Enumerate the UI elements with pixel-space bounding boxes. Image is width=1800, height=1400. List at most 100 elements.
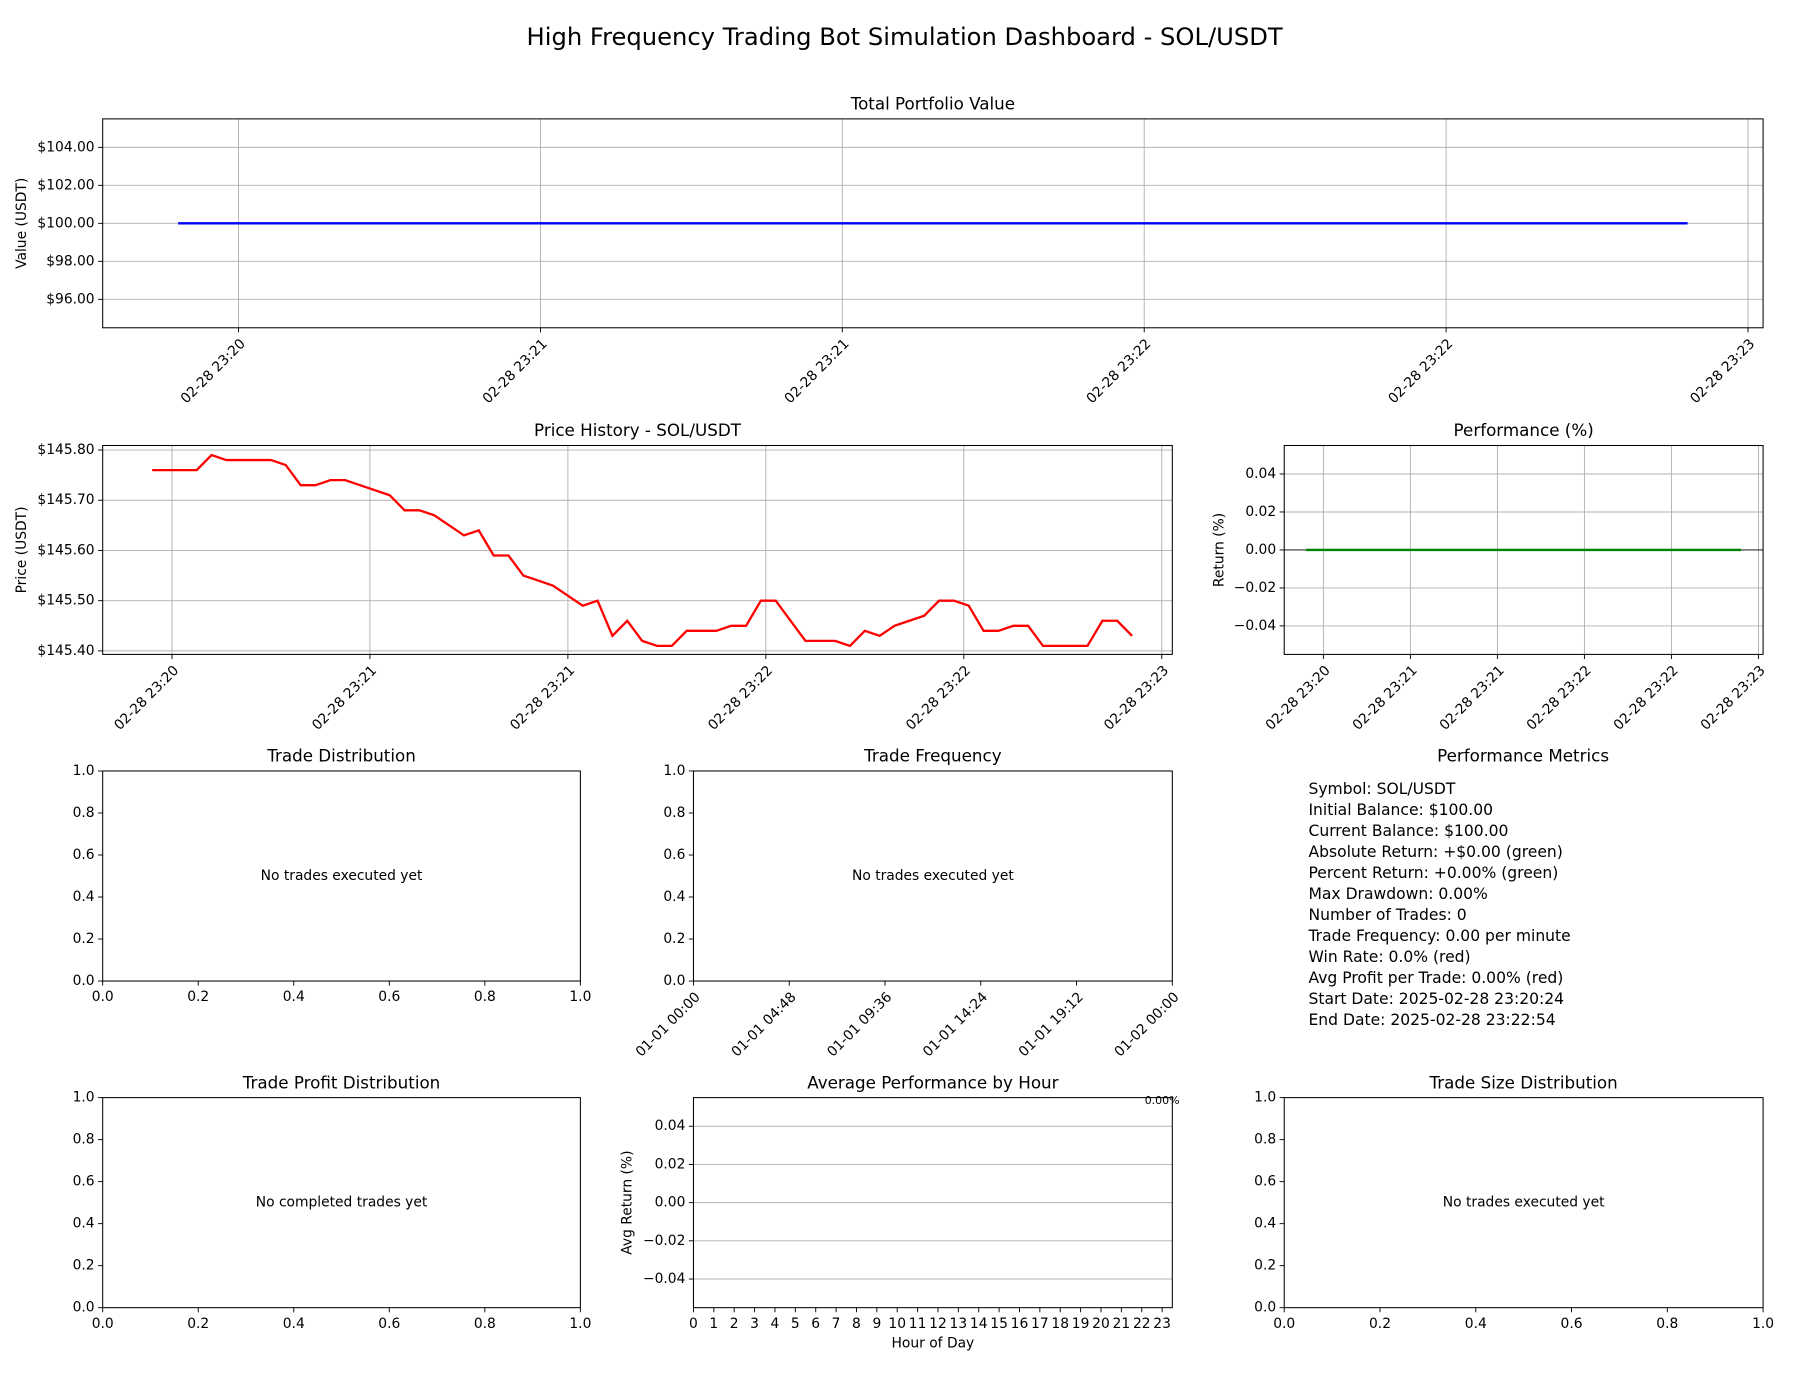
x-tick-label: 12 (929, 1316, 947, 1332)
y-tick-label: $98.00 (46, 253, 94, 269)
y-tick-label: 0.0 (1254, 1300, 1276, 1316)
y-tick-label: 0.6 (1254, 1174, 1276, 1190)
y-axis-label: Return (%) (1212, 513, 1228, 587)
chart-title: Performance (%) (1454, 420, 1594, 440)
plot-area (102, 445, 1173, 655)
x-tick-label: 0.8 (474, 1316, 496, 1332)
axes-frame (1283, 444, 1764, 655)
y-tick-label: 0.8 (663, 805, 685, 821)
y-tick-label: $145.50 (37, 593, 94, 609)
x-axis-label: Hour of Day (892, 1335, 975, 1351)
y-tick-label: 0.02 (655, 1156, 686, 1172)
annotation: No trades executed yet (1443, 1195, 1605, 1211)
metric-line: Avg Profit per Trade: 0.00% (red) (1308, 969, 1563, 987)
x-tick-label: 1.0 (569, 989, 591, 1005)
metric-line: Max Drawdown: 0.00% (1308, 885, 1487, 903)
y-tick-label: 0.8 (73, 1132, 95, 1148)
y-tick-label: 0.04 (1245, 466, 1276, 482)
x-tick-label: 11 (909, 1316, 927, 1332)
x-tick-label: 10 (888, 1316, 906, 1332)
metric-line: Symbol: SOL/USDT (1308, 780, 1455, 798)
y-tick-label: $96.00 (46, 291, 94, 307)
y-tick-label: −0.02 (643, 1233, 685, 1249)
y-tick-label: $100.00 (37, 215, 94, 231)
x-tick-label: 14 (970, 1316, 988, 1332)
x-tick-label: 5 (791, 1316, 800, 1332)
x-tick-label: 0.2 (187, 1316, 209, 1332)
x-tick-label: 8 (852, 1316, 861, 1332)
x-tick-label: 0.6 (378, 1316, 400, 1332)
value-label: 0.00% (1145, 1094, 1180, 1107)
x-tick-label: 1 (709, 1316, 718, 1332)
metric-line: Number of Trades: 0 (1308, 906, 1466, 924)
annotation: No trades executed yet (852, 868, 1014, 884)
y-tick-label: 0.00 (655, 1195, 686, 1211)
x-tick-label: 1.0 (1752, 1316, 1774, 1332)
x-tick-label: 21 (1113, 1316, 1131, 1332)
axes-frame (102, 118, 1764, 329)
data-line (152, 453, 1133, 648)
y-tick-label: 0.2 (73, 1258, 95, 1274)
metric-line: Percent Return: +0.00% (green) (1308, 864, 1558, 882)
metric-line: Trade Frequency: 0.00 per minute (1307, 927, 1570, 945)
x-tick-label: 0.6 (378, 989, 400, 1005)
y-tick-label: 0.8 (73, 805, 95, 821)
y-tick-label: 0.4 (73, 1216, 95, 1232)
x-tick-label: 7 (832, 1316, 841, 1332)
x-tick-label: 0.0 (92, 989, 114, 1005)
annotation: No trades executed yet (261, 868, 423, 884)
y-tick-label: 0.2 (73, 931, 95, 947)
y-axis-label: Value (USDT) (14, 178, 30, 269)
x-tick-label: 9 (872, 1316, 881, 1332)
axes-frame (692, 770, 1173, 982)
chart-title: Trade Size Distribution (1429, 1072, 1618, 1092)
dashboard-title: High Frequency Trading Bot Simulation Da… (527, 23, 1283, 51)
y-tick-label: 0.00 (1245, 542, 1276, 558)
y-tick-label: $145.70 (37, 492, 94, 508)
y-axis-label: Avg Return (%) (620, 1151, 636, 1255)
y-tick-label: $145.40 (37, 643, 94, 659)
y-tick-label: $145.60 (37, 542, 94, 558)
y-tick-label: 1.0 (663, 763, 685, 779)
metric-line: Initial Balance: $100.00 (1308, 801, 1493, 819)
y-tick-label: 0.0 (73, 1300, 95, 1316)
x-tick-label: 19 (1072, 1316, 1090, 1332)
chart-title: Average Performance by Hour (807, 1072, 1058, 1092)
y-tick-label: 1.0 (73, 1090, 95, 1106)
x-tick-label: 0.2 (1369, 1316, 1391, 1332)
chart-title: Total Portfolio Value (850, 94, 1015, 114)
chart-title: Trade Distribution (266, 746, 416, 766)
annotation: No completed trades yet (256, 1195, 428, 1211)
axes-frame (102, 1097, 581, 1309)
x-tick-label: 1.0 (569, 1316, 591, 1332)
y-tick-label: 0.4 (73, 889, 95, 905)
y-tick-label: $104.00 (37, 139, 94, 155)
y-tick-label: 0.0 (73, 973, 95, 989)
y-tick-label: 0.04 (655, 1118, 686, 1134)
x-tick-label: 20 (1092, 1316, 1110, 1332)
metric-line: Absolute Return: +$0.00 (green) (1308, 843, 1562, 861)
x-tick-label: 4 (771, 1316, 780, 1332)
x-tick-label: 0.8 (1656, 1316, 1678, 1332)
x-tick-label: 0.4 (283, 1316, 305, 1332)
y-tick-label: 0.4 (663, 889, 685, 905)
y-tick-label: −0.02 (1234, 580, 1276, 596)
y-tick-label: $102.00 (37, 177, 94, 193)
x-tick-label: 6 (811, 1316, 820, 1332)
x-tick-label: 16 (1011, 1316, 1029, 1332)
axes-frame (102, 444, 1173, 655)
x-tick-label: 18 (1051, 1316, 1069, 1332)
y-tick-label: 0.2 (663, 931, 685, 947)
x-tick-label: 3 (750, 1316, 759, 1332)
y-tick-label: 0.4 (1254, 1216, 1276, 1232)
y-tick-label: 0.02 (1245, 504, 1276, 520)
x-tick-label: 17 (1031, 1316, 1049, 1332)
metrics-title: Performance Metrics (1437, 746, 1609, 766)
y-tick-label: −0.04 (1234, 618, 1277, 634)
plot-area (102, 770, 581, 982)
x-tick-label: 0.6 (1561, 1316, 1583, 1332)
y-tick-label: 0.6 (73, 847, 95, 863)
